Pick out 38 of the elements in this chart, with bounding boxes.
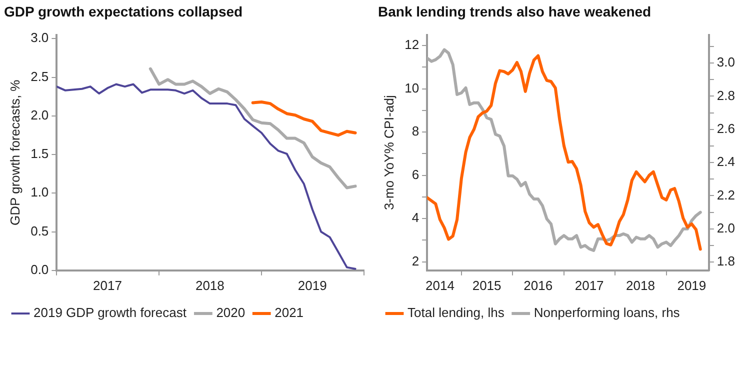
y-tick-label: 2.0 (30, 107, 49, 122)
legend-label: 2021 (274, 305, 304, 320)
legend-label: 2020 (216, 305, 246, 320)
y-tick-label: 10 (404, 80, 420, 96)
y-tick-label: 0.0 (30, 262, 49, 277)
y-tick-label: 1.5 (30, 146, 49, 162)
y-axis-title: 3-mo YoY% CPI-adj (381, 95, 396, 210)
y2-tick-label: 2.2 (716, 187, 736, 202)
x-tick-label: 2019 (677, 278, 706, 293)
legend-label: Nonperforming loans, rhs (534, 305, 680, 320)
x-tick-label: 2018 (195, 278, 224, 293)
y2-tick-label: 1.8 (716, 254, 736, 269)
y-tick-label: 6 (412, 166, 420, 182)
y-tick-label: 0.5 (30, 223, 49, 238)
y-tick-label: 2.5 (30, 68, 49, 84)
y2-tick-label: 3.0 (716, 54, 736, 70)
x-tick-label: 2019 (298, 278, 327, 293)
legend-label: 2019 GDP growth forecast (34, 305, 187, 320)
y-tick-label: 12 (404, 37, 420, 52)
y-tick-label: 8 (412, 124, 420, 139)
x-tick-label: 2014 (426, 278, 454, 293)
y2-tick-label: 2.6 (716, 120, 736, 136)
y-tick-label: 3.0 (30, 30, 49, 46)
legend-label: Total lending, lhs (408, 305, 505, 320)
y-tick-label: 4 (412, 210, 420, 226)
y-tick-label: 1.0 (30, 184, 49, 200)
x-tick-label: 2017 (93, 278, 122, 293)
y-tick-label: 2 (412, 253, 420, 268)
x-tick-label: 2018 (626, 278, 655, 293)
x-tick-label: 2017 (574, 278, 604, 293)
y2-tick-label: 2.0 (716, 220, 736, 236)
x-tick-label: 2015 (472, 278, 502, 293)
y2-tick-label: 2.8 (716, 88, 736, 103)
chart-title: Bank lending trends also have weakened (378, 3, 652, 20)
y-axis-title: GDP growth forecasts, % (7, 79, 22, 226)
x-tick-label: 2016 (524, 278, 553, 293)
y2-tick-label: 2.4 (716, 154, 736, 170)
chart-title: GDP growth expectations collapsed (4, 3, 243, 20)
